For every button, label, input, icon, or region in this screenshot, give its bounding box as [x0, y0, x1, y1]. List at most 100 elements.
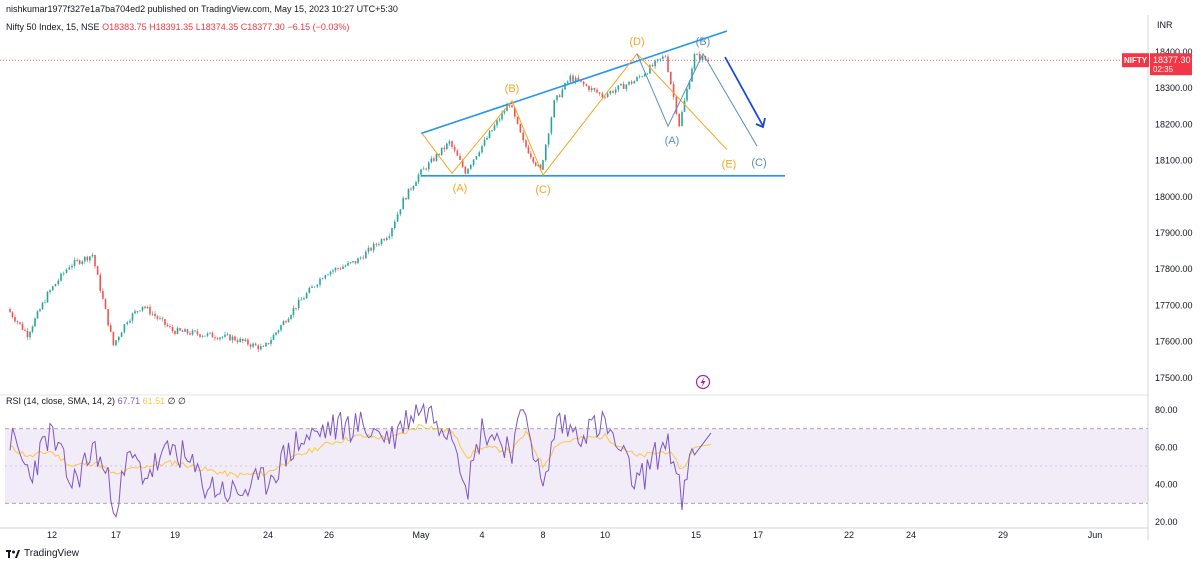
candle-body — [550, 117, 553, 134]
candle-body — [159, 318, 161, 320]
price-tick-label: 17500.00 — [1155, 373, 1193, 383]
price-unit-label: INR — [1157, 20, 1173, 30]
candle-body — [9, 309, 11, 313]
candle-body — [701, 56, 704, 61]
candle-body — [501, 112, 503, 120]
candle-body — [36, 311, 39, 319]
blue-wave-label: (B) — [696, 36, 711, 48]
candle-body — [349, 262, 352, 264]
candle-body — [78, 260, 81, 264]
candle-body — [224, 334, 226, 337]
candle-body — [654, 60, 656, 67]
candle-body — [176, 328, 179, 334]
candle-body — [625, 84, 628, 89]
price-tick-label: 17900.00 — [1155, 228, 1193, 238]
candle-body — [109, 325, 112, 332]
candle-body — [96, 266, 99, 275]
candle-body — [277, 330, 280, 333]
candle-body — [511, 105, 513, 108]
candle-body — [388, 236, 391, 238]
candle-body — [558, 95, 561, 98]
candle-body — [641, 76, 643, 78]
rsi-tick-label: 40.00 — [1155, 480, 1178, 490]
symbol-legend: Nifty 50 Index, 15, NSE O18383.75 H18391… — [6, 22, 349, 32]
candle-body — [120, 332, 123, 337]
price-badge-value: 18377.30 — [1153, 55, 1191, 65]
candle-body — [467, 168, 469, 174]
candle-body — [367, 247, 370, 252]
orange-wave-path — [421, 53, 728, 177]
candle-body — [191, 330, 194, 335]
candle-body — [380, 239, 383, 245]
candle-body — [606, 93, 609, 97]
candle-body — [527, 146, 530, 154]
candle-body — [456, 150, 459, 156]
candle-body — [667, 56, 669, 72]
candle-body — [244, 339, 247, 342]
candle-body — [249, 344, 252, 347]
candle-body — [339, 268, 342, 270]
candle-body — [378, 244, 380, 245]
candle-body — [593, 88, 596, 90]
time-tick-label: 15 — [691, 530, 701, 540]
candle-body — [464, 166, 467, 174]
candle-body — [204, 335, 206, 337]
candle-body — [522, 132, 524, 141]
time-tick-label: 17 — [753, 530, 763, 540]
candle-body — [99, 274, 102, 291]
candle-body — [62, 272, 65, 274]
blue-wave-path — [636, 52, 758, 147]
candle-body — [461, 159, 464, 167]
candle-body — [91, 255, 94, 257]
candle-body — [438, 154, 440, 155]
price-badge-countdown: 02:35 — [1153, 65, 1174, 74]
candle-body — [566, 81, 569, 84]
price-badge-bg — [1150, 53, 1192, 76]
candle-body — [292, 307, 295, 316]
candle-body — [300, 299, 303, 301]
candle-body — [319, 278, 321, 285]
candle-body — [357, 258, 359, 264]
candle-body — [129, 320, 131, 323]
candle-body — [435, 154, 438, 161]
candle-body — [443, 147, 446, 150]
blue-wave-label: (A) — [665, 135, 680, 147]
candle-body — [26, 330, 29, 338]
candle-body — [209, 332, 211, 334]
candle-body — [89, 256, 91, 261]
candle-body — [588, 85, 590, 91]
candle-body — [154, 313, 156, 317]
candle-body — [675, 96, 678, 114]
candle-body — [375, 243, 378, 245]
candle-body — [493, 125, 496, 131]
candle-body — [630, 81, 633, 84]
candle-body — [525, 140, 527, 147]
projection-arrow-shaft — [724, 56, 764, 127]
price-tick-label: 18100.00 — [1155, 156, 1193, 166]
candle-body — [332, 270, 334, 272]
candle-body — [422, 168, 425, 170]
candle-body — [118, 336, 120, 341]
time-tick-label: 17 — [111, 530, 121, 540]
tradingview-brand: TradingView — [24, 548, 80, 559]
candle-body — [196, 331, 199, 335]
candle-body — [478, 152, 480, 157]
candle-body — [516, 116, 519, 124]
candle-body — [311, 286, 313, 288]
time-tick-label: 24 — [906, 530, 916, 540]
symbol-badge-bg — [1122, 53, 1149, 68]
candle-body — [556, 95, 558, 101]
candle-body — [391, 228, 393, 237]
candle-body — [257, 345, 260, 350]
tradingview-footer[interactable]: TradingView — [6, 548, 79, 559]
candle-body — [498, 119, 501, 121]
candle-body — [60, 273, 62, 281]
candle-body — [211, 332, 214, 338]
candle-body — [659, 58, 662, 60]
candle-body — [604, 96, 606, 98]
time-tick-label: 19 — [170, 530, 180, 540]
candle-body — [146, 306, 149, 308]
candle-body — [569, 75, 572, 82]
lightning-icon[interactable] — [695, 374, 711, 390]
